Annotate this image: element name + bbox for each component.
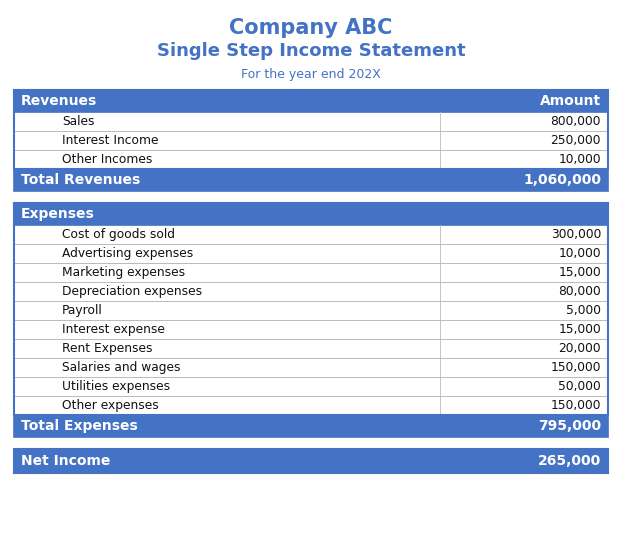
Text: Single Step Income Statement: Single Step Income Statement [157,42,465,60]
Bar [14,415,608,437]
Text: Amount: Amount [540,94,601,108]
Text: Payroll: Payroll [62,304,103,317]
Text: 1,060,000: 1,060,000 [523,173,601,187]
Bar [14,449,608,473]
Bar [14,320,608,339]
Text: 15,000: 15,000 [559,323,601,336]
Text: 250,000: 250,000 [550,134,601,147]
Text: 15,000: 15,000 [559,266,601,279]
Text: Depreciation expenses: Depreciation expenses [62,285,202,298]
Text: Utilities expenses: Utilities expenses [62,380,170,393]
Text: 80,000: 80,000 [559,285,601,298]
Bar [14,244,608,263]
Bar [14,169,608,191]
Text: Salaries and wages: Salaries and wages [62,361,180,374]
Bar [14,203,608,415]
Bar [14,263,608,282]
Text: 300,000: 300,000 [550,228,601,241]
Text: Advertising expenses: Advertising expenses [62,247,193,260]
Text: Other expenses: Other expenses [62,399,159,412]
Bar [14,90,608,112]
Bar [14,449,608,473]
Bar [14,203,608,225]
Bar [14,339,608,358]
Bar [14,396,608,415]
Text: Expenses: Expenses [21,207,95,221]
Text: 150,000: 150,000 [550,399,601,412]
Text: Sales: Sales [62,115,95,128]
Text: For the year end 202X: For the year end 202X [241,68,381,81]
Bar [14,282,608,301]
Text: 800,000: 800,000 [550,115,601,128]
Bar [14,90,608,169]
Text: 10,000: 10,000 [559,247,601,260]
Bar [14,112,608,131]
Text: Rent Expenses: Rent Expenses [62,342,152,355]
Text: Other Incomes: Other Incomes [62,153,152,166]
Text: 20,000: 20,000 [559,342,601,355]
Text: Net Income: Net Income [21,454,110,468]
Bar [14,131,608,150]
Text: Interest expense: Interest expense [62,323,165,336]
Bar [14,225,608,244]
Text: Company ABC: Company ABC [230,18,392,38]
Text: Interest Income: Interest Income [62,134,159,147]
Bar [14,301,608,320]
Bar [14,377,608,396]
Text: Revenues: Revenues [21,94,97,108]
Text: Total Expenses: Total Expenses [21,419,137,433]
Text: 795,000: 795,000 [538,419,601,433]
Text: Total Revenues: Total Revenues [21,173,140,187]
Text: 10,000: 10,000 [559,153,601,166]
Bar [14,358,608,377]
Text: 50,000: 50,000 [559,380,601,393]
Text: 150,000: 150,000 [550,361,601,374]
Text: 265,000: 265,000 [538,454,601,468]
Text: 5,000: 5,000 [566,304,601,317]
Text: Marketing expenses: Marketing expenses [62,266,185,279]
Bar [14,150,608,169]
Text: Cost of goods sold: Cost of goods sold [62,228,175,241]
